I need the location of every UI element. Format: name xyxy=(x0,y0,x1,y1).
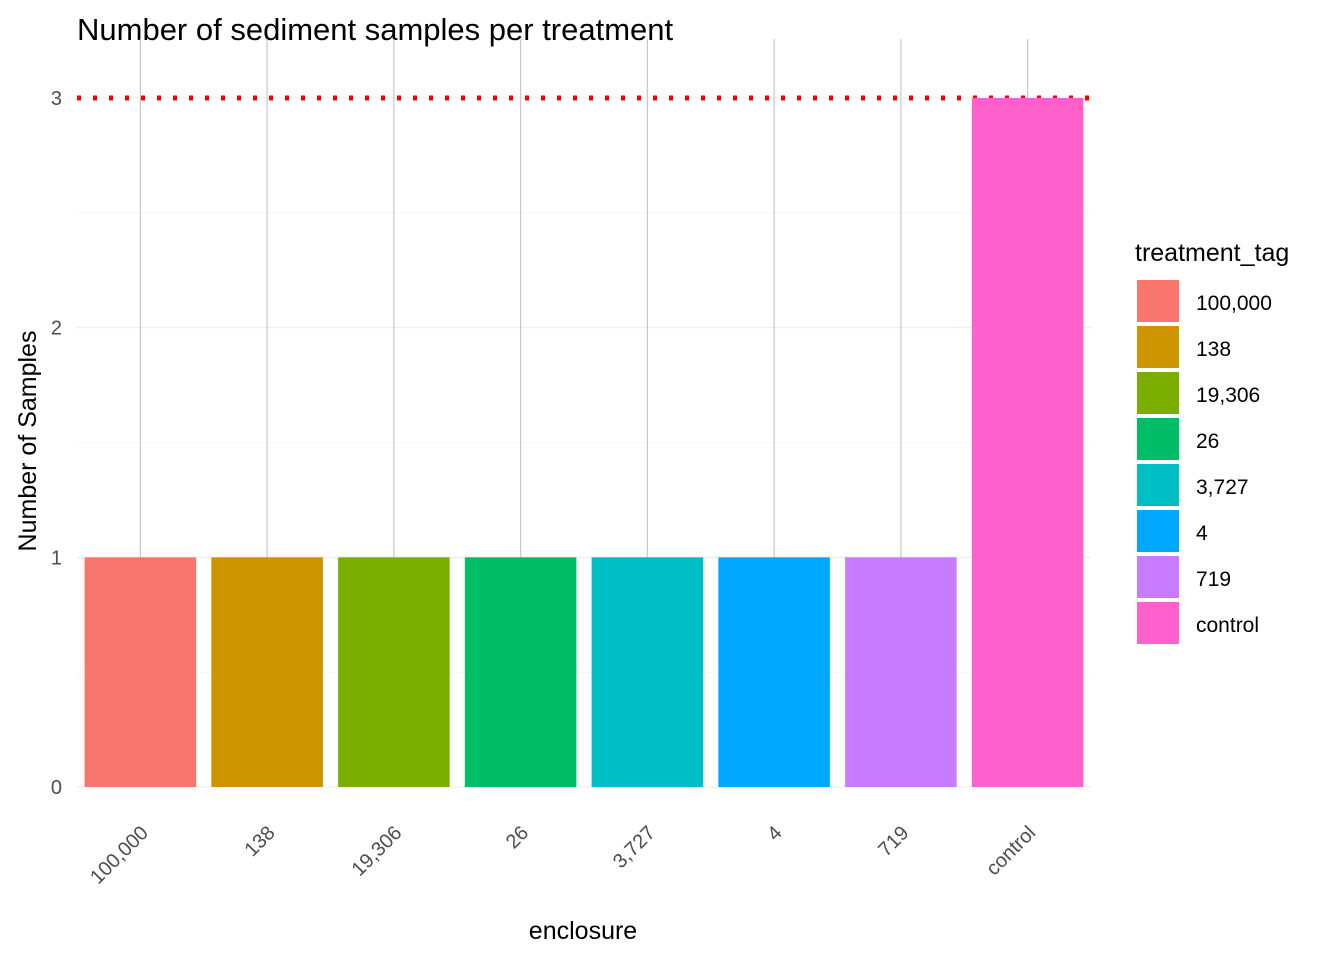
legend-label: 4 xyxy=(1196,522,1208,545)
legend-label: control xyxy=(1196,614,1259,637)
x-axis-title: enclosure xyxy=(529,917,637,945)
y-axis-ticks: 0 1 2 3 xyxy=(51,88,62,799)
bars xyxy=(84,97,1084,788)
y-tick-label: 3 xyxy=(51,88,62,110)
bar-5 xyxy=(591,557,704,787)
bar-6 xyxy=(718,557,830,787)
y-tick-label: 0 xyxy=(51,777,62,799)
x-tick-label: control xyxy=(982,822,1040,880)
bar-3 xyxy=(338,557,450,787)
legend-key-7 xyxy=(1137,556,1179,598)
bar-1 xyxy=(84,557,197,787)
legend-key-5 xyxy=(1137,464,1179,506)
bar-2 xyxy=(211,557,323,787)
x-tick-label: 719 xyxy=(874,822,913,861)
x-tick-label: 100,000 xyxy=(86,822,153,889)
legend-key-8 xyxy=(1137,602,1179,644)
x-tick-label: 19,306 xyxy=(348,822,407,881)
bar-7 xyxy=(845,557,957,787)
chart-title: Number of sediment samples per treatment xyxy=(77,12,674,47)
legend-key-4 xyxy=(1137,418,1179,460)
legend-label: 26 xyxy=(1196,430,1219,453)
bar-4 xyxy=(464,557,577,787)
x-tick-label: 3,727 xyxy=(609,822,660,873)
legend-title: treatment_tag xyxy=(1135,239,1289,267)
legend-label: 138 xyxy=(1196,338,1231,361)
legend-key-3 xyxy=(1137,372,1179,414)
legend-label: 19,306 xyxy=(1196,384,1260,407)
y-axis-title: Number of Samples xyxy=(14,331,42,552)
y-tick-label: 2 xyxy=(51,318,62,340)
legend-label: 719 xyxy=(1196,568,1231,591)
legend-key-2 xyxy=(1137,326,1179,368)
x-tick-label: 26 xyxy=(502,822,533,853)
legend: 100,000 138 19,306 26 3,727 4 719 control xyxy=(1137,280,1272,644)
x-tick-label: 138 xyxy=(241,822,280,861)
legend-label: 100,000 xyxy=(1196,292,1272,315)
legend-label: 3,727 xyxy=(1196,476,1249,499)
x-axis-ticks: 100,000 138 19,306 26 3,727 4 719 control xyxy=(86,822,1040,889)
x-tick-label: 4 xyxy=(763,822,786,845)
legend-key-1 xyxy=(1137,280,1179,322)
y-tick-label: 1 xyxy=(51,547,62,569)
legend-key-6 xyxy=(1137,510,1179,552)
bar-8 xyxy=(971,97,1084,788)
